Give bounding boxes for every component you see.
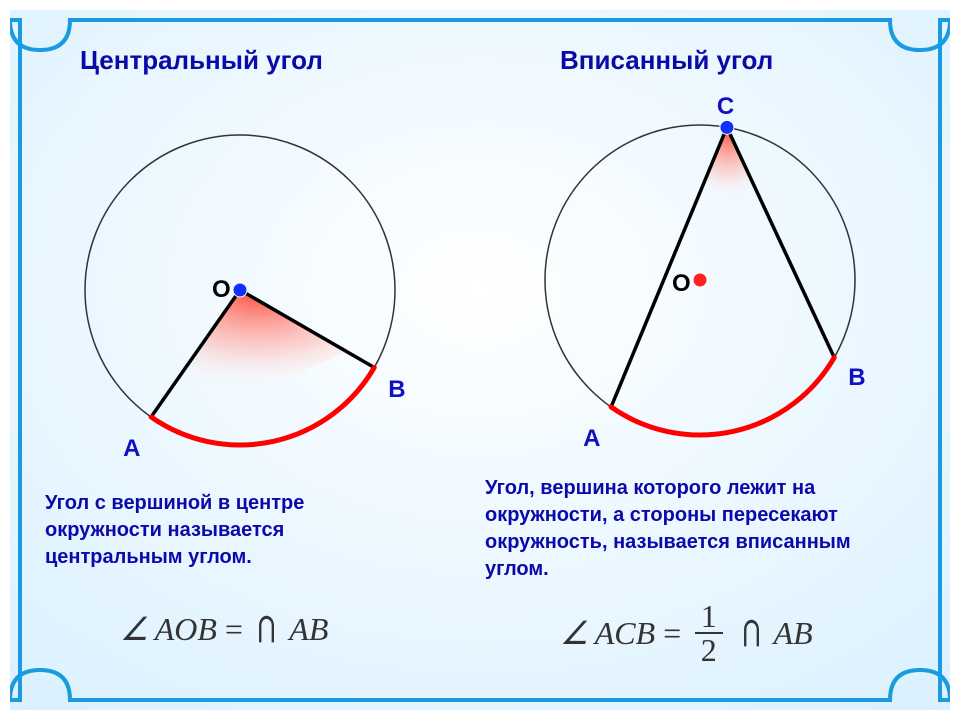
inscribed-angle-description: Угол, вершина которого лежит на окружнос… [485,475,915,583]
page-background: Центральный угол Угол с вершиной в центр… [0,0,960,720]
point-label: О [212,276,231,304]
point-label: В [848,364,865,392]
formula-eq: = [223,611,245,648]
formula-lhs: ACB [595,615,655,652]
content-area: Центральный угол Угол с вершиной в центр… [0,0,960,720]
angle-symbol: ∠ [120,610,149,648]
central-angle-description: Угол с вершиной в центре окружности назы… [45,490,405,571]
fraction-numerator: 1 [695,600,723,634]
inscribed-angle-formula: ∠ACB = 1 2 ⊂AB [560,600,813,666]
formula-rhs: AB [289,611,328,648]
central-angle-panel: Центральный угол Угол с вершиной в центр… [0,0,480,720]
point-label: А [583,425,600,453]
point-label: О [672,270,691,298]
central-angle-formula: ∠AOB = ⊂AB [120,610,328,648]
inscribed-angle-diagram [480,0,960,480]
formula-eq: = [661,615,683,652]
formula-fraction: 1 2 [695,600,723,666]
arc-symbol: ⊂ [249,612,287,647]
fraction-denominator: 2 [695,634,723,666]
point-label: С [717,93,734,121]
arc-symbol: ⊂ [733,616,771,651]
angle-symbol: ∠ [560,614,589,652]
formula-lhs: AOB [155,611,217,648]
formula-rhs: AB [774,615,813,652]
inscribed-angle-panel: Вписанный угол Угол, вершина которого ле… [480,0,960,720]
central-angle-diagram [0,0,480,480]
point-label: В [388,376,405,404]
point-label: А [123,435,140,463]
